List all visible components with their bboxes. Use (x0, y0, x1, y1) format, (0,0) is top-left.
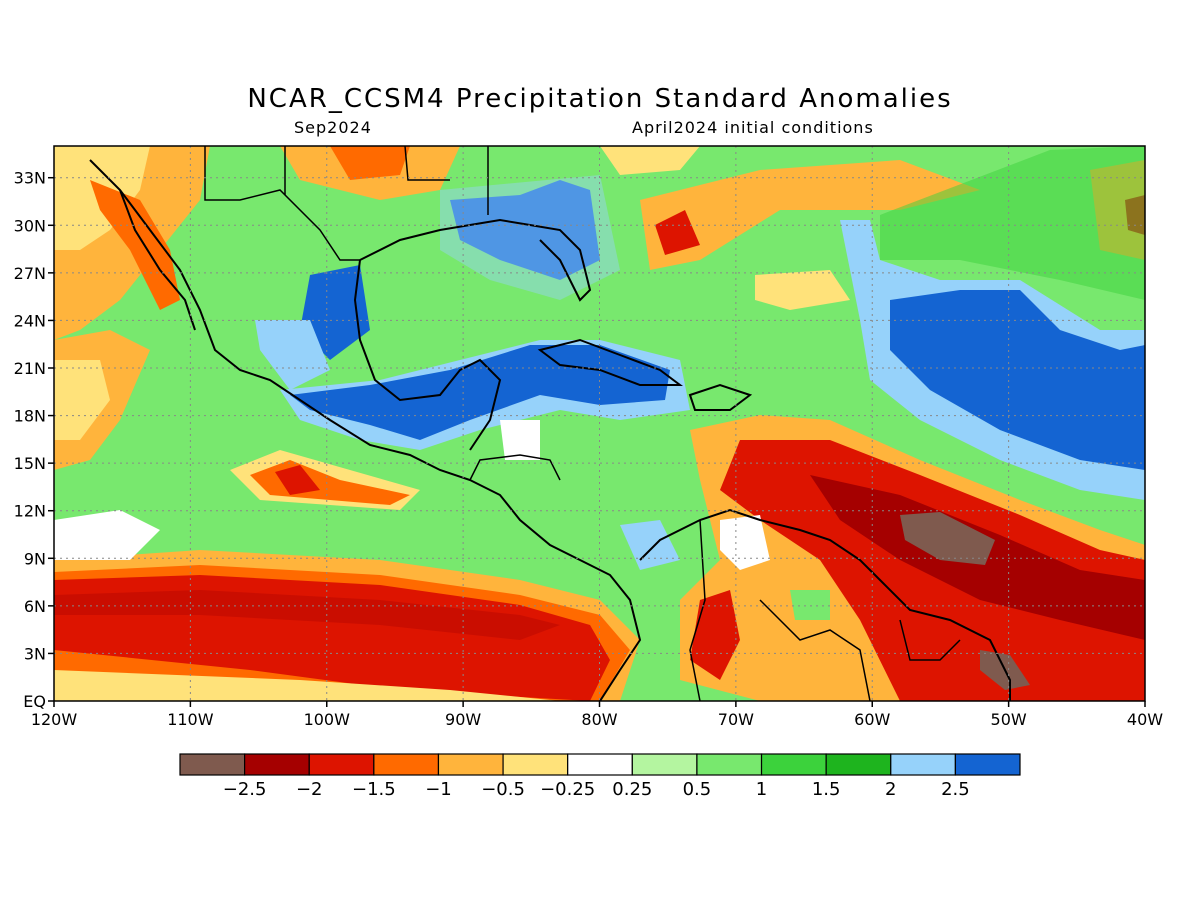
central-america-border-1 (469, 454, 561, 481)
legend-label: 0.25 (612, 779, 652, 800)
lat-tick-label: 9N (24, 549, 46, 568)
field-atlantic-wet-band (880, 146, 1145, 300)
coastlines (89, 159, 1011, 701)
lat-tick-label: EQ (23, 692, 46, 711)
map-title: NCAR_CCSM4 Precipitation Standard Anomal… (247, 84, 953, 114)
longitude-axis: 120W 110W 100W 90W 80W 70W 60W 50W 40W (31, 701, 1163, 729)
lon-tick-label: 110W (167, 710, 214, 729)
latitude-axis: 33N 30N 27N 24N 21N 18N 15N 12N 9N 6N 3N EQ (14, 169, 54, 711)
lat-tick-label: 30N (14, 216, 46, 235)
lon-tick-label: 40W (1127, 710, 1163, 729)
legend-label: 0.5 (683, 779, 712, 800)
legend-swatch (631, 753, 698, 776)
lat-tick-label: 21N (14, 359, 46, 378)
field-pacific-neutral (54, 510, 160, 560)
gulf-coast-mexico (353, 259, 502, 451)
field-central-neutral (500, 420, 540, 460)
legend-swatch (825, 753, 892, 776)
south-america-north-coast (639, 508, 1011, 701)
field-atlantic-extreme-wet (890, 290, 1145, 470)
field-ne-light-dry (600, 146, 700, 175)
colombia-venezuela-border (689, 519, 706, 701)
lon-tick-label: 90W (445, 710, 481, 729)
legend-swatch (760, 753, 827, 776)
initial-conditions: April2024 initial conditions (632, 118, 874, 137)
field-extreme-dry-north (900, 512, 995, 565)
color-legend: −2.5 −2 −1.5 −1 −0.5 −0.25 0.25 0.5 1 1.5 2 2.5 (179, 753, 1021, 800)
field-mexico-wet (300, 265, 370, 360)
legend-label: 2.5 (941, 779, 970, 800)
legend-swatch (567, 753, 633, 776)
lat-tick-label: 3N (24, 644, 46, 663)
field-mid-atlantic-light-dry (755, 270, 850, 310)
cuba-coast (537, 338, 683, 386)
lon-tick-label: 70W (718, 710, 754, 729)
legend-label: 2 (885, 779, 896, 800)
lon-tick-label: 50W (991, 710, 1027, 729)
legend-label: −2 (296, 779, 323, 800)
lon-tick-label: 60W (854, 710, 890, 729)
lon-tick-label: 100W (304, 710, 351, 729)
field-colombia-strong-dry (690, 590, 740, 680)
field-neutral-patch (720, 515, 770, 570)
venezuela-guyana-border (759, 599, 871, 701)
lon-tick-label: 120W (31, 710, 78, 729)
field-venezuela-wet (790, 590, 830, 620)
forecast-month: Sep2024 (294, 118, 372, 137)
legend-swatch (890, 753, 956, 776)
legend-swatch (244, 753, 310, 776)
legend-swatch (179, 753, 246, 776)
legend-swatch (696, 753, 763, 776)
field-equator-light-dry (54, 670, 560, 701)
anomaly-field (54, 146, 1145, 701)
lat-tick-label: 27N (14, 264, 46, 283)
lon-tick-label: 80W (581, 710, 617, 729)
grid-lines (54, 146, 1145, 701)
field-west-light-dry (54, 360, 110, 440)
field-panama-very-wet (620, 520, 680, 570)
field-atlantic-strong-dry (655, 210, 700, 255)
field-north-moderate-dry (330, 146, 410, 180)
guianas-border (899, 619, 961, 661)
field-atlantic-dry (640, 160, 980, 270)
legend-label: −0.5 (481, 779, 525, 800)
lat-tick-label: 15N (14, 454, 46, 473)
legend-swatch (437, 753, 504, 776)
legend-swatch (954, 753, 1021, 776)
legend-swatch (373, 753, 440, 776)
us-mexico-border (204, 146, 360, 261)
field-gulf-very-wet (440, 175, 620, 300)
legend-swatch (308, 753, 375, 776)
legend-label: 1 (756, 779, 767, 800)
country-borders (204, 146, 961, 701)
field-mid-pacific-strong-dry (275, 465, 320, 495)
legend-label: −2.5 (223, 779, 267, 800)
legend-label: −0.25 (540, 779, 595, 800)
lat-tick-label: 24N (14, 311, 46, 330)
legend-label: −1.5 (352, 779, 396, 800)
legend-swatch (502, 753, 569, 776)
lat-tick-label: 6N (24, 597, 46, 616)
legend-label: 1.5 (812, 779, 841, 800)
field-baja-dry (90, 180, 180, 310)
pacific-coastline (89, 159, 642, 701)
hispaniola-coast (688, 383, 753, 411)
gulf-coast-north (359, 218, 592, 302)
field-pacific-very-dry (54, 590, 560, 640)
field-mexico-very-wet (255, 320, 330, 390)
legend-label: −1 (425, 779, 452, 800)
lat-tick-label: 18N (14, 407, 46, 426)
lat-tick-label: 12N (14, 502, 46, 521)
lat-tick-label: 33N (14, 169, 46, 188)
field-caribbean-extreme-wet (290, 345, 670, 440)
field-pacific-strong-dry (54, 575, 610, 701)
gulf-of-california-coast (119, 189, 196, 331)
us-state-line-2 (404, 146, 450, 181)
